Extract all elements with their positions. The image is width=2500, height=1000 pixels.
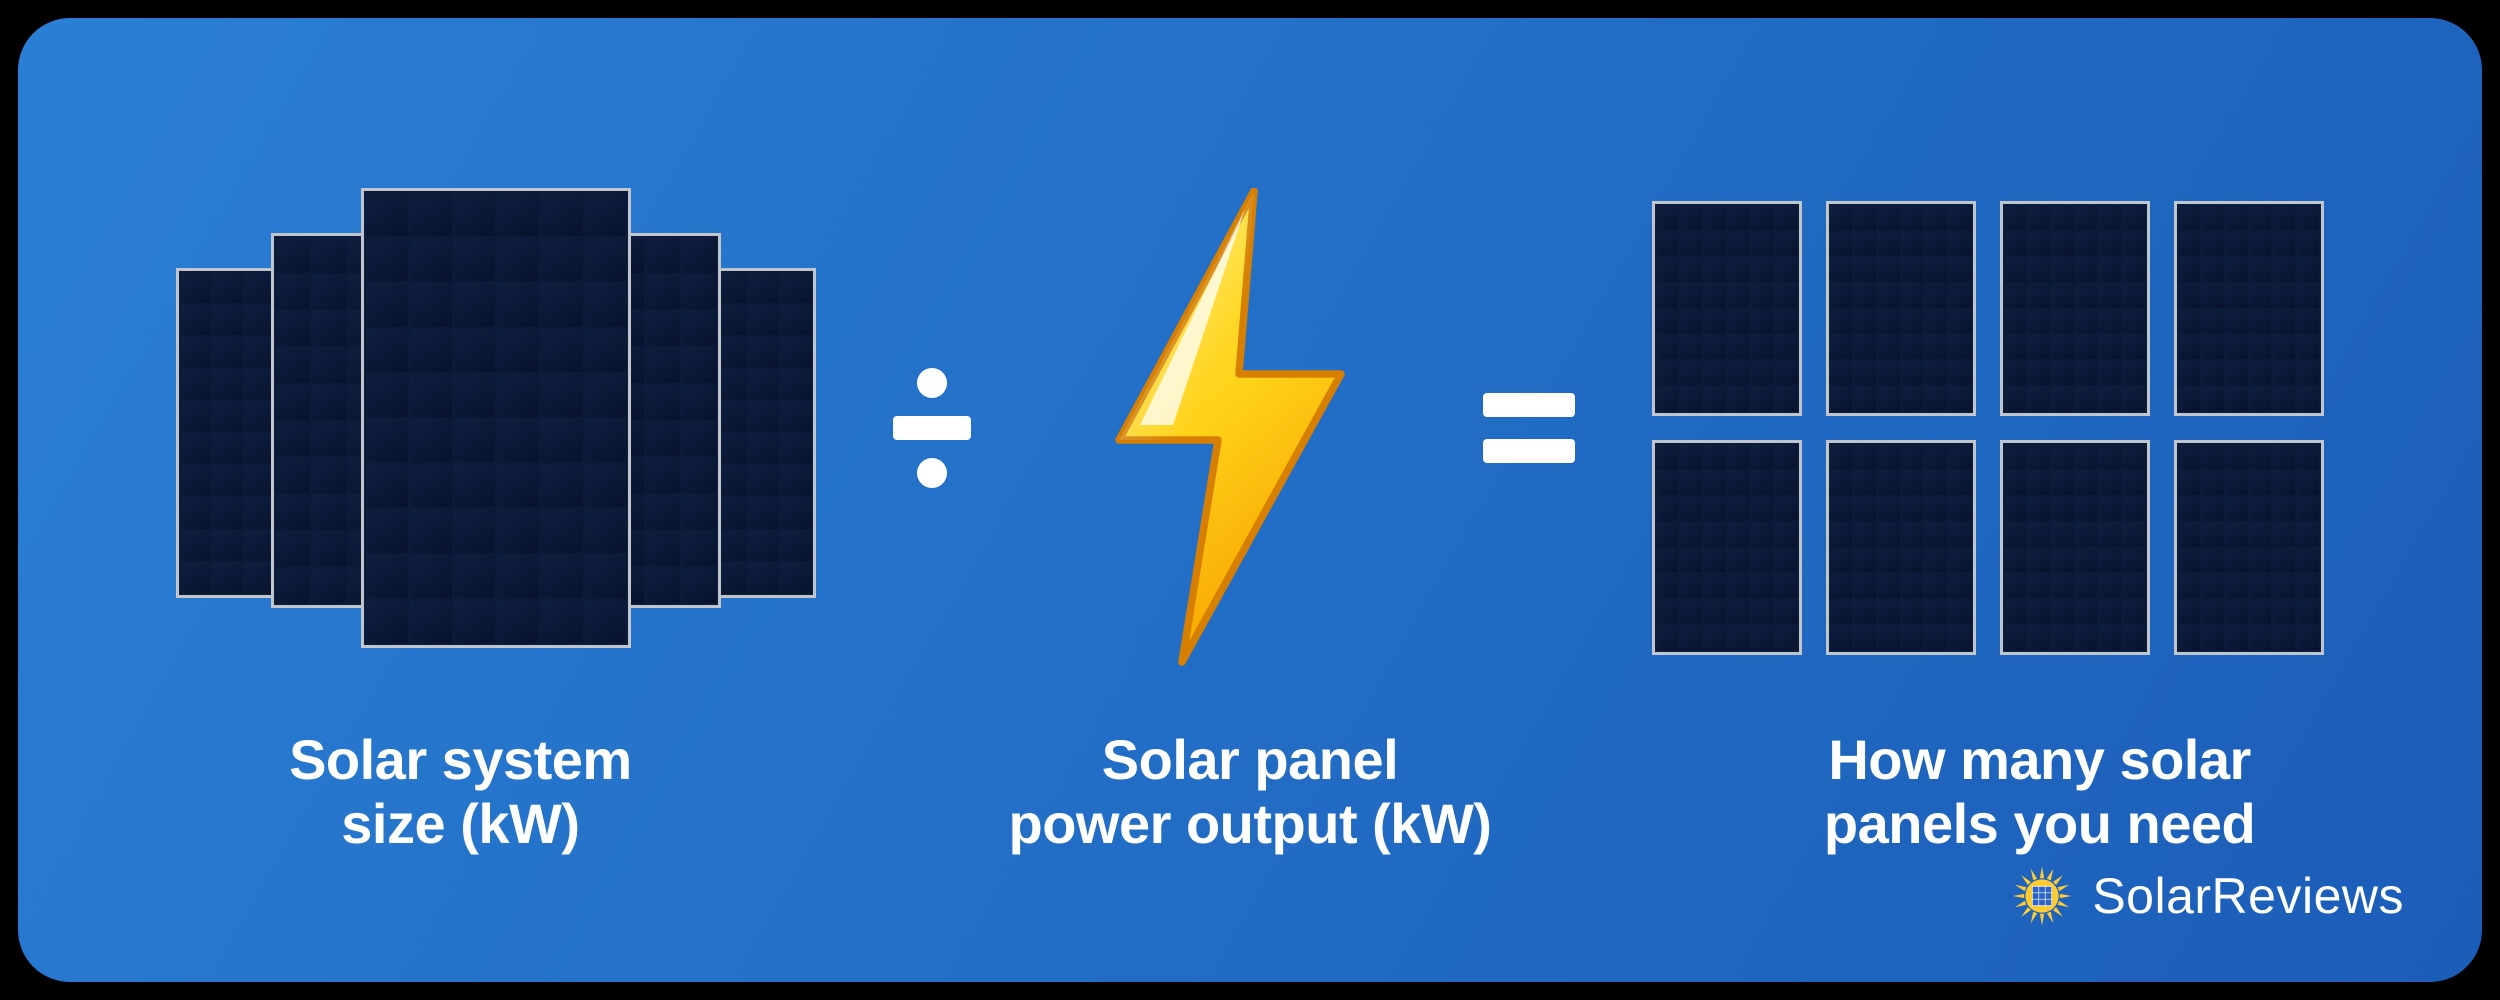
label-power-output: Solar panel power output (kW)	[930, 728, 1570, 857]
solar-system-fan	[176, 178, 816, 678]
solar-panel	[2000, 201, 2150, 416]
solar-panel	[1826, 201, 1976, 416]
equation-row	[18, 168, 2482, 688]
solar-panel	[1652, 440, 1802, 655]
power-output-graphic	[1047, 178, 1407, 678]
divide-icon	[893, 368, 971, 488]
solar-panel	[1652, 201, 1802, 416]
equals-icon	[1483, 393, 1575, 463]
result-panel-grid	[1652, 201, 2324, 655]
labels-row: Solar system size (kW) Solar panel power…	[18, 728, 2482, 857]
lightning-bolt-icon	[1067, 188, 1387, 668]
brand-name: SolarReviews	[2092, 867, 2404, 925]
infographic-card: Solar system size (kW) Solar panel power…	[18, 18, 2482, 982]
solar-panel	[2174, 201, 2324, 416]
solar-panel	[361, 188, 631, 648]
equals-operator	[1483, 393, 1575, 463]
label-solar-system-size: Solar system size (kW)	[140, 728, 780, 857]
solar-panel	[2000, 440, 2150, 655]
brand-logo: SolarReviews	[2010, 864, 2404, 928]
solar-panel	[2174, 440, 2324, 655]
sun-icon	[2010, 864, 2074, 928]
solar-panel	[1826, 440, 1976, 655]
divide-operator	[893, 368, 971, 488]
label-panel-count: How many solar panels you need	[1720, 728, 2360, 857]
